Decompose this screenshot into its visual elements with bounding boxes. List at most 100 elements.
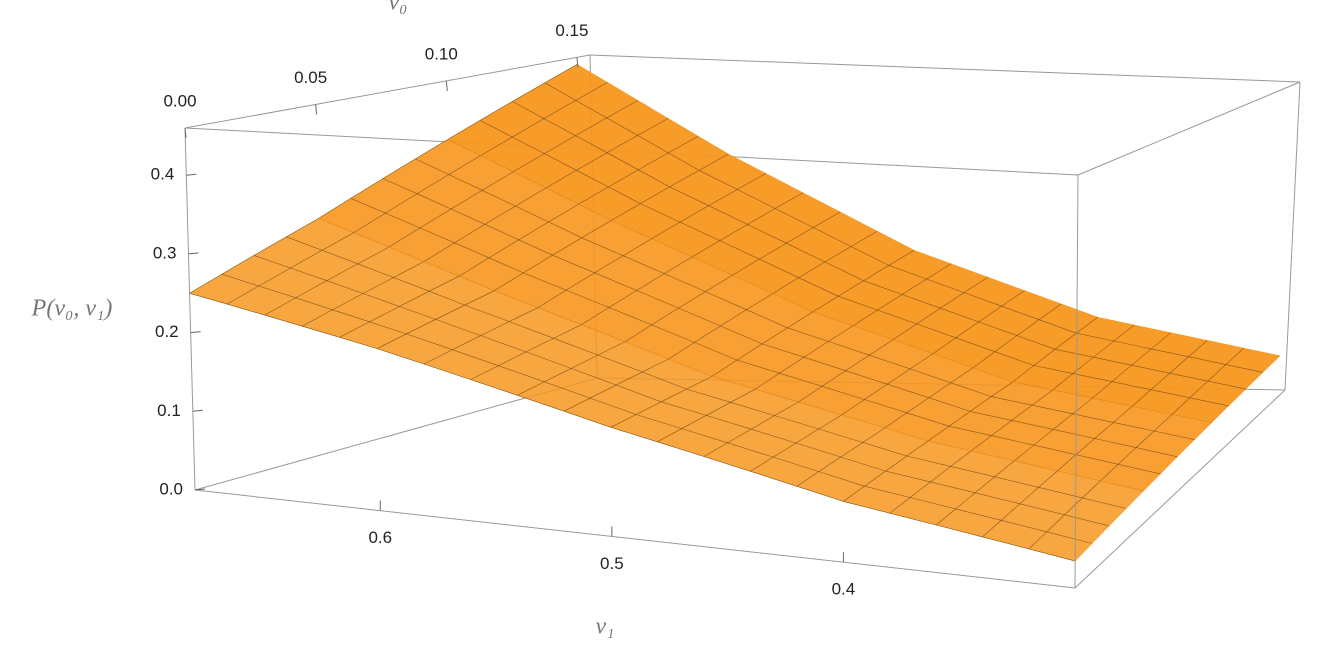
mesh-line [581,256,693,325]
z-tick-label: 0.1 [157,401,181,420]
mesh-line [668,293,773,360]
mesh-line [1033,365,1229,407]
mesh-line [353,155,481,233]
z-tick [186,173,197,176]
mesh-line [464,304,687,390]
mesh-line [382,178,553,256]
y-tick-label: 0.5 [600,554,624,573]
x-tick [576,57,579,68]
mesh-line [936,460,1015,526]
mesh-line [640,203,839,297]
mesh-line [226,232,354,305]
mesh-line [610,376,712,428]
mesh-line [686,388,907,457]
mesh-line [970,389,1053,452]
mesh-line [863,280,1056,350]
mesh-line [927,381,1013,442]
x-tick-label: 0.00 [163,91,196,110]
mesh-line [691,192,804,258]
mesh-line [537,238,652,308]
mesh-line [698,170,890,266]
mesh-line [517,341,626,396]
mesh-line [388,171,514,248]
mesh-line [812,250,915,313]
mesh-line [435,319,662,403]
mesh-line [970,411,1178,458]
mesh-line [493,220,612,292]
mesh-line [1057,406,1133,472]
x-tick-label: 0.10 [425,44,458,63]
mesh-line [1012,316,1098,383]
mesh-line [350,198,524,274]
box-edge [184,54,591,129]
mesh-line [772,230,878,294]
z-tick-label: 0.2 [155,322,179,341]
mesh-line [189,218,319,294]
mesh-line [889,450,972,514]
mesh-line [892,276,989,341]
x-tick [445,80,448,91]
mesh-line [1028,480,1101,550]
mesh-line [750,414,842,472]
z-tick-label: 0.3 [153,243,177,262]
mesh-line [736,359,950,427]
mesh-line [523,272,738,361]
mesh-line [1131,340,1208,407]
mesh-line [480,82,608,156]
mesh-line [932,290,1025,355]
box-edge [1074,389,1286,589]
mesh-line [447,64,578,140]
mesh-line [544,82,700,171]
mesh-line [982,470,1058,538]
mesh-line [610,427,844,502]
z-tick-label: 0.4 [151,165,175,184]
y-axis-label: v₁ [596,614,615,640]
mesh-line [470,324,582,380]
mesh-line [885,470,1110,527]
mesh-line [578,135,699,205]
mesh-line [552,254,763,345]
mesh-line [661,401,886,472]
mesh-line [762,343,971,412]
mesh-line [884,367,973,429]
mesh-line [563,358,669,412]
mesh-line [888,265,1077,334]
z-tick [188,252,199,255]
mesh-line [703,401,799,457]
mesh-line [624,275,733,343]
y-tick-label: 0.6 [368,528,392,547]
mesh-line [286,236,465,306]
mesh-line [838,295,1035,366]
mesh-line [841,353,934,416]
mesh-line [1092,332,1171,399]
z-tick [192,409,203,412]
mesh-line [377,348,611,428]
mesh-line [545,118,669,189]
z-tick-label: 0.0 [159,479,183,498]
x-tick [184,127,187,139]
mesh-line [339,275,460,338]
mesh-line [406,333,637,415]
box-edge [1074,174,1079,589]
mesh-line [657,389,756,443]
box-edge [589,54,1301,83]
mesh-line [754,325,854,390]
mesh-line [949,425,1161,475]
mesh-line [1100,414,1173,482]
mesh-line [796,427,885,487]
mesh-line [711,311,813,377]
mesh-line [732,211,841,276]
mesh-line [798,339,894,403]
mesh-line [852,263,952,327]
box-edge [184,127,196,491]
mesh-line [423,307,538,365]
mesh-line [264,246,390,316]
mesh-line [302,261,425,327]
mesh-line [513,100,639,173]
mesh-line [253,255,436,320]
mesh-line [651,173,766,240]
mesh-line [906,455,1127,509]
mesh-line [1014,397,1093,462]
